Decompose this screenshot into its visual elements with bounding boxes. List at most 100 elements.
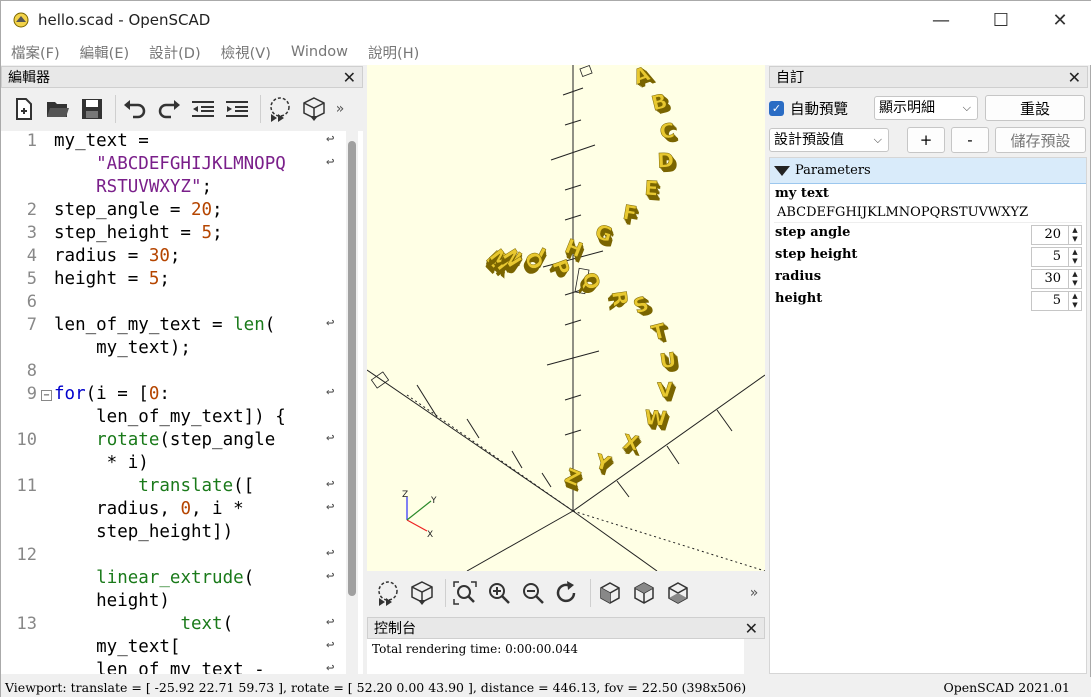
- close-window-button[interactable]: ✕: [1052, 9, 1068, 31]
- svg-text:T: T: [650, 319, 669, 346]
- render-icon[interactable]: [299, 94, 329, 124]
- view-right-icon[interactable]: [595, 578, 625, 608]
- code-line[interactable]: 11 translate([↩: [1, 476, 346, 499]
- auto-preview-toggle[interactable]: ✓ 自動預覽: [769, 98, 848, 119]
- add-preset-button[interactable]: +: [907, 127, 945, 153]
- code-line[interactable]: 8: [1, 361, 346, 384]
- svg-text:R: R: [605, 291, 631, 310]
- undo-icon[interactable]: [120, 94, 150, 124]
- svg-text:X: X: [623, 433, 643, 459]
- menu-file[interactable]: 檔案(F): [11, 45, 60, 62]
- code-line[interactable]: * i): [1, 453, 346, 476]
- menu-help[interactable]: 說明(H): [368, 45, 420, 62]
- code-line[interactable]: 5 height = 5;: [1, 269, 346, 292]
- param-spinbox-step-height[interactable]: 5 ▲ ▼: [1031, 247, 1082, 267]
- code-line[interactable]: step_height]): [1, 522, 346, 545]
- param-value-step-height: 5: [1052, 249, 1061, 264]
- view-toolbar: »: [367, 571, 765, 615]
- svg-text:B: B: [651, 90, 672, 117]
- editor-scrollbar[interactable]: [346, 131, 358, 674]
- line-number: 6: [26, 292, 37, 312]
- code-line[interactable]: 13 text(↩: [1, 614, 346, 637]
- customizer-dock-title: 自訂: [776, 70, 804, 86]
- parameters-section-title: Parameters: [795, 163, 871, 178]
- code-line[interactable]: len_of_my_text - ↩: [1, 660, 346, 674]
- fold-toggle-icon[interactable]: −: [41, 390, 52, 401]
- customizer-close-icon[interactable]: ✕: [1067, 68, 1081, 87]
- zoom-out-icon[interactable]: [518, 578, 548, 608]
- save-preset-button[interactable]: 儲存預設: [995, 127, 1086, 153]
- spin-arrows-icon[interactable]: ▲ ▼: [1068, 226, 1081, 244]
- indent-icon[interactable]: [222, 94, 252, 124]
- svg-text:A: A: [631, 65, 654, 90]
- menu-design[interactable]: 設計(D): [149, 45, 201, 62]
- svg-text:W: W: [645, 408, 669, 433]
- code-line[interactable]: RSTUVWXYZ";: [1, 177, 346, 200]
- param-spinbox-radius[interactable]: 30 ▲ ▼: [1031, 269, 1082, 289]
- open-file-icon[interactable]: [43, 94, 73, 124]
- code-text: radius, 0, i *: [54, 499, 244, 519]
- code-line[interactable]: 4 radius = 30;: [1, 246, 346, 269]
- view-all-icon[interactable]: [450, 578, 480, 608]
- code-line[interactable]: 12 ↩: [1, 545, 346, 568]
- menu-view[interactable]: 檢視(V): [220, 45, 271, 62]
- code-line[interactable]: 3 step_height = 5;: [1, 223, 346, 246]
- param-spinbox-height[interactable]: 5 ▲ ▼: [1031, 291, 1082, 311]
- render-icon[interactable]: [407, 578, 437, 608]
- parameters-section-header[interactable]: Parameters: [770, 158, 1086, 184]
- code-line[interactable]: my_text[↩: [1, 637, 346, 660]
- maximize-button[interactable]: ☐: [992, 9, 1010, 31]
- code-line[interactable]: radius, 0, i * ↩: [1, 499, 346, 522]
- editor-scroll-thumb[interactable]: [348, 141, 356, 596]
- spin-arrows-icon[interactable]: ▲ ▼: [1068, 248, 1081, 266]
- more-icon[interactable]: »: [749, 585, 759, 601]
- preview-icon[interactable]: [373, 578, 403, 608]
- spin-arrows-icon[interactable]: ▲ ▼: [1068, 292, 1081, 310]
- console-close-icon[interactable]: ✕: [744, 619, 758, 638]
- code-line[interactable]: linear_extrude(↩: [1, 568, 346, 591]
- code-line[interactable]: "ABCDEFGHIJKLMNOPQ ↩: [1, 154, 346, 177]
- code-line[interactable]: 10 rotate(step_angle ↩: [1, 430, 346, 453]
- redo-icon[interactable]: [154, 94, 184, 124]
- save-icon[interactable]: [77, 94, 107, 124]
- view-bottom-icon[interactable]: [663, 578, 693, 608]
- auto-preview-checkbox[interactable]: ✓: [769, 101, 784, 116]
- svg-text:Y: Y: [593, 453, 615, 480]
- code-line[interactable]: height): [1, 591, 346, 614]
- code-line[interactable]: 6: [1, 292, 346, 315]
- code-editor[interactable]: 1 my_text = ↩ "ABCDEFGHIJKLMNOPQ ↩ RSTUVWXY…: [1, 131, 363, 674]
- param-spinbox-step-angle[interactable]: 20 ▲ ▼: [1031, 225, 1082, 245]
- zoom-in-icon[interactable]: [484, 578, 514, 608]
- reset-view-icon[interactable]: [552, 578, 582, 608]
- code-line[interactable]: 1 my_text = ↩: [1, 131, 346, 154]
- code-line[interactable]: 9− for(i = [0: ↩: [1, 384, 346, 407]
- svg-text:C: C: [662, 122, 680, 148]
- more-icon[interactable]: »: [335, 101, 345, 117]
- detail-select[interactable]: 顯示明細 ⌵: [874, 96, 978, 120]
- remove-preset-button[interactable]: -: [951, 127, 989, 153]
- new-file-icon[interactable]: [9, 94, 39, 124]
- svg-text:D: D: [661, 153, 678, 178]
- svg-text:W: W: [646, 409, 670, 434]
- param-input-my-text[interactable]: ABCDEFGHIJKLMNOPQRSTUVWXYZ: [774, 203, 1082, 223]
- menu-edit[interactable]: 編輯(E): [79, 45, 130, 62]
- editor-close-icon[interactable]: ✕: [342, 68, 356, 87]
- code-line[interactable]: 7 len_of_my_text = len(↩: [1, 315, 346, 338]
- code-line[interactable]: len_of_my_text]) {: [1, 407, 346, 430]
- unindent-icon[interactable]: [188, 94, 218, 124]
- preset-select[interactable]: 設計預設值 ⌵: [769, 128, 889, 152]
- minimize-button[interactable]: —: [932, 9, 950, 31]
- spin-arrows-icon[interactable]: ▲ ▼: [1068, 270, 1081, 288]
- code-line[interactable]: 2 step_angle = 20;: [1, 200, 346, 223]
- preview-icon[interactable]: [265, 94, 295, 124]
- toolbar-divider: [445, 579, 446, 607]
- reset-button[interactable]: 重設: [985, 95, 1085, 121]
- view-top-icon[interactable]: [629, 578, 659, 608]
- code-line[interactable]: my_text);: [1, 338, 346, 361]
- collapse-triangle-icon: [774, 165, 790, 176]
- menu-window[interactable]: Window: [290, 44, 349, 60]
